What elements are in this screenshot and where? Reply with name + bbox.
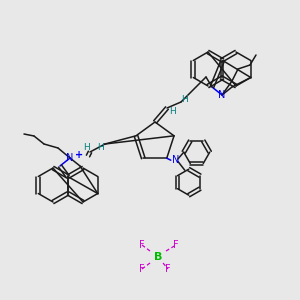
Text: F: F xyxy=(173,240,179,250)
Text: H: H xyxy=(82,143,89,152)
Text: H: H xyxy=(169,106,176,116)
Text: H: H xyxy=(182,94,188,103)
Text: N: N xyxy=(66,153,74,163)
Text: +: + xyxy=(75,150,83,160)
Text: B: B xyxy=(154,252,162,262)
Text: F: F xyxy=(139,264,145,274)
Text: H: H xyxy=(98,143,104,152)
Text: F: F xyxy=(165,264,171,274)
Text: N: N xyxy=(218,90,226,100)
Text: N: N xyxy=(172,155,179,165)
Text: F: F xyxy=(139,240,145,250)
